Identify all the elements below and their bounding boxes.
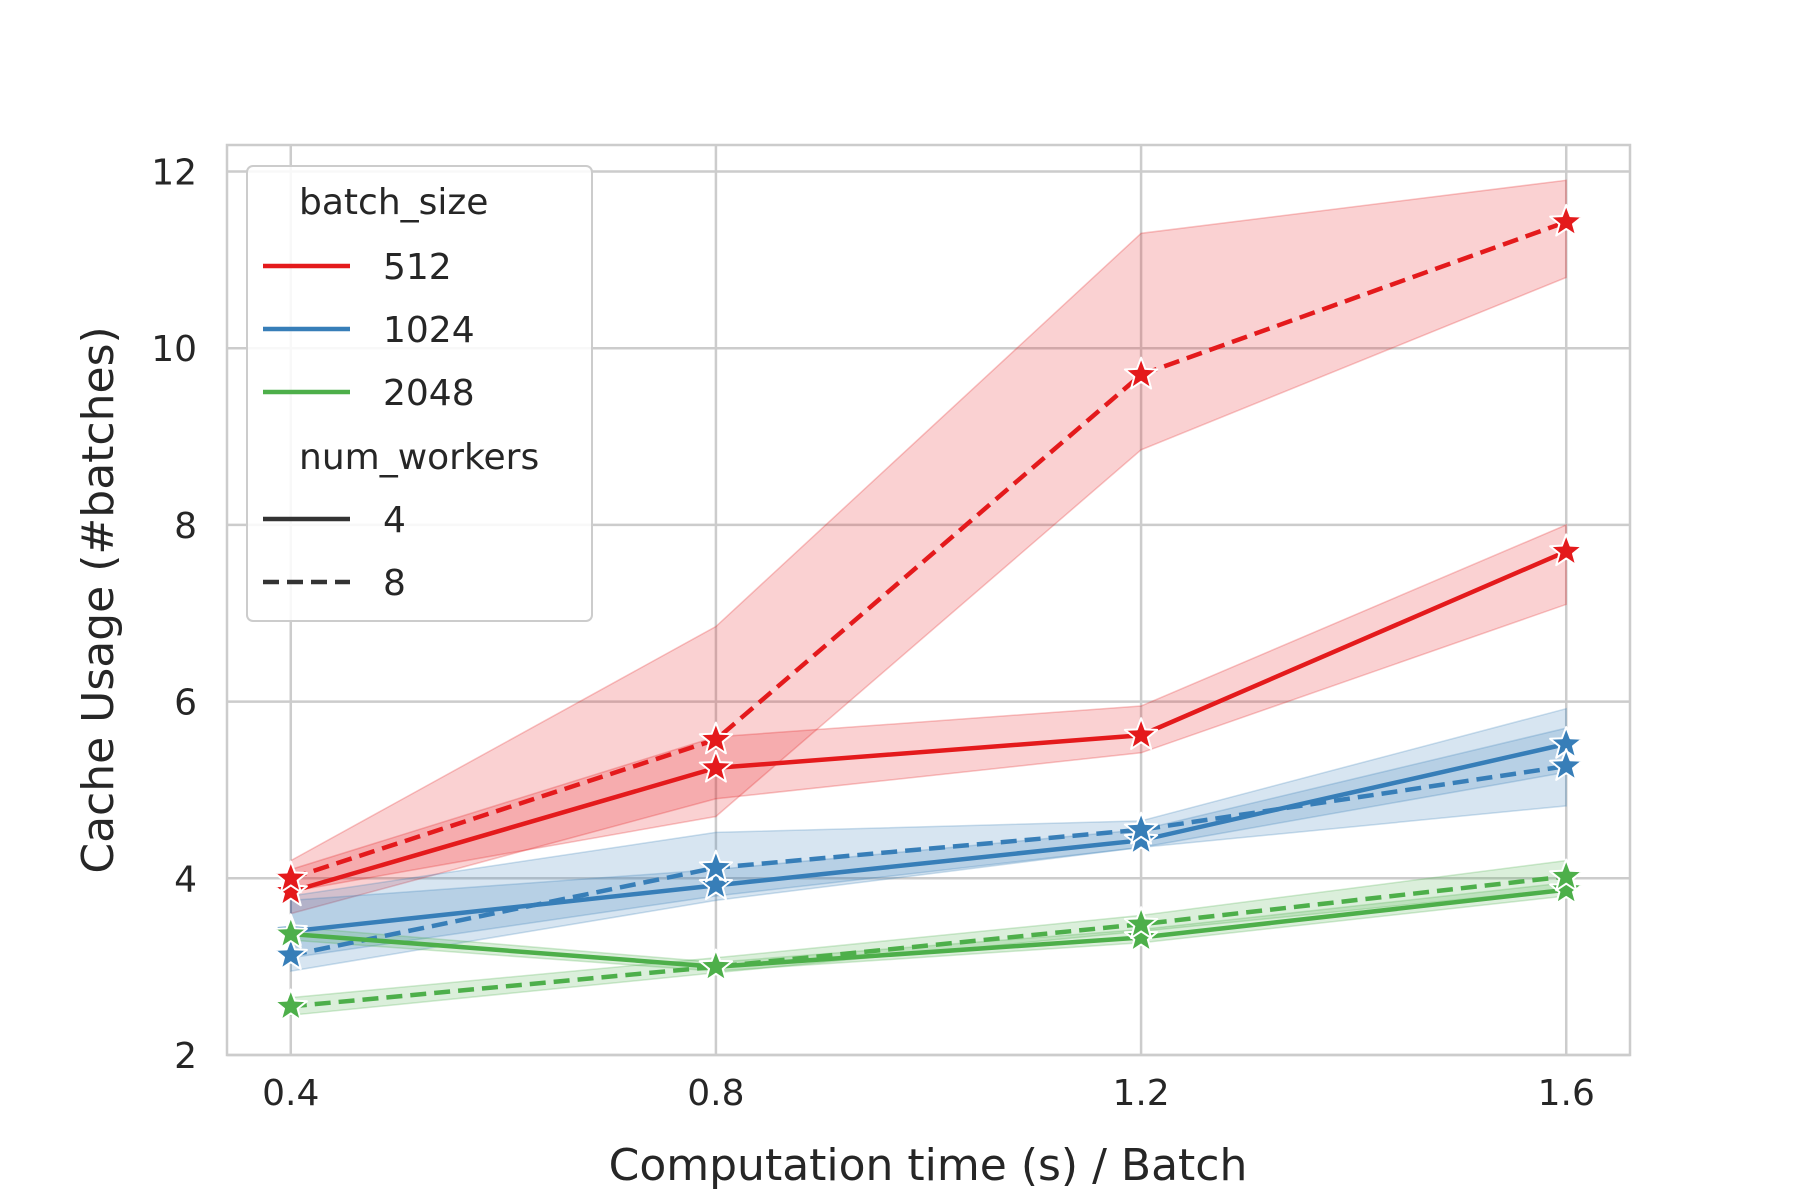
marker-512-4-0 (273, 873, 308, 907)
marker-1024-8-0 (273, 937, 308, 970)
marker-512-4-1 (698, 749, 734, 783)
marker-2048-8-3 (1549, 858, 1584, 892)
y-tick-label: 12 (151, 153, 197, 194)
x-tick-label: 0.4 (262, 1073, 319, 1114)
marker-2048-8-1 (698, 948, 734, 982)
legend-style-title: num_workers (299, 437, 539, 478)
line-512-4 (290, 549, 1568, 894)
x-tick-label: 1.2 (1112, 1073, 1169, 1114)
line-2048-4 (290, 887, 1567, 969)
marker-1024-8-2 (1123, 811, 1159, 845)
marker-512-8-3 (1549, 203, 1584, 237)
legend-box (246, 165, 593, 622)
marker-1024-8-3 (1549, 748, 1584, 781)
x-axis-label: Computation time (s) / Batch (609, 1140, 1248, 1191)
y-tick-label: 6 (174, 683, 197, 724)
marker-1024-8-1 (698, 849, 734, 883)
band-1024-8 (290, 707, 1567, 972)
marker-2048-8-2 (1123, 906, 1159, 939)
marker-2048-4-2 (1123, 919, 1159, 953)
marker-2048-8-0 (273, 988, 308, 1022)
x-tick-label: 1.6 (1538, 1073, 1595, 1114)
legend-style-items: 48 (263, 500, 406, 604)
band-512-8 (290, 179, 1567, 893)
marker-2048-4-3 (1549, 871, 1584, 905)
legend-hue-label: 2048 (383, 373, 475, 414)
marker-512-8-2 (1123, 356, 1159, 390)
legend-style-label: 4 (383, 500, 406, 541)
marker-512-8-1 (698, 721, 734, 755)
line-1024-8 (290, 763, 1567, 958)
legend-hue-label: 512 (383, 247, 452, 288)
y-tick-label: 10 (151, 329, 197, 370)
y-tick-labels: 2 4 6 8 10 12 (151, 153, 197, 1077)
y-axis-label: Cache Usage (#batches) (73, 326, 124, 873)
line-1024-4 (290, 741, 1567, 934)
legend-hue-title: batch_size (299, 182, 488, 223)
y-tick-label: 4 (174, 859, 197, 900)
marker-2048-4-0 (273, 916, 308, 949)
series-markers (273, 203, 1584, 1022)
line-2048-8 (290, 874, 1567, 1009)
band-512-4 (290, 523, 1567, 915)
x-tick-label: 0.8 (687, 1073, 744, 1114)
y-tick-label: 2 (174, 1036, 197, 1077)
x-tick-labels: 0.4 0.8 1.2 1.6 (262, 1073, 1595, 1114)
marker-512-8-0 (273, 860, 308, 894)
legend-hue-items: 512 1024 2048 (263, 247, 475, 414)
y-tick-label: 8 (174, 506, 197, 547)
marker-512-4-3 (1549, 533, 1584, 567)
series-lines (290, 219, 1568, 1009)
marker-512-4-2 (1123, 717, 1159, 750)
legend-style-label: 8 (383, 563, 406, 604)
plot-frame (225, 143, 1632, 1057)
legend-hue-label: 1024 (383, 310, 475, 351)
marker-1024-4-2 (1123, 822, 1159, 856)
marker-1024-4-1 (698, 867, 734, 901)
line-512-8 (290, 219, 1567, 881)
